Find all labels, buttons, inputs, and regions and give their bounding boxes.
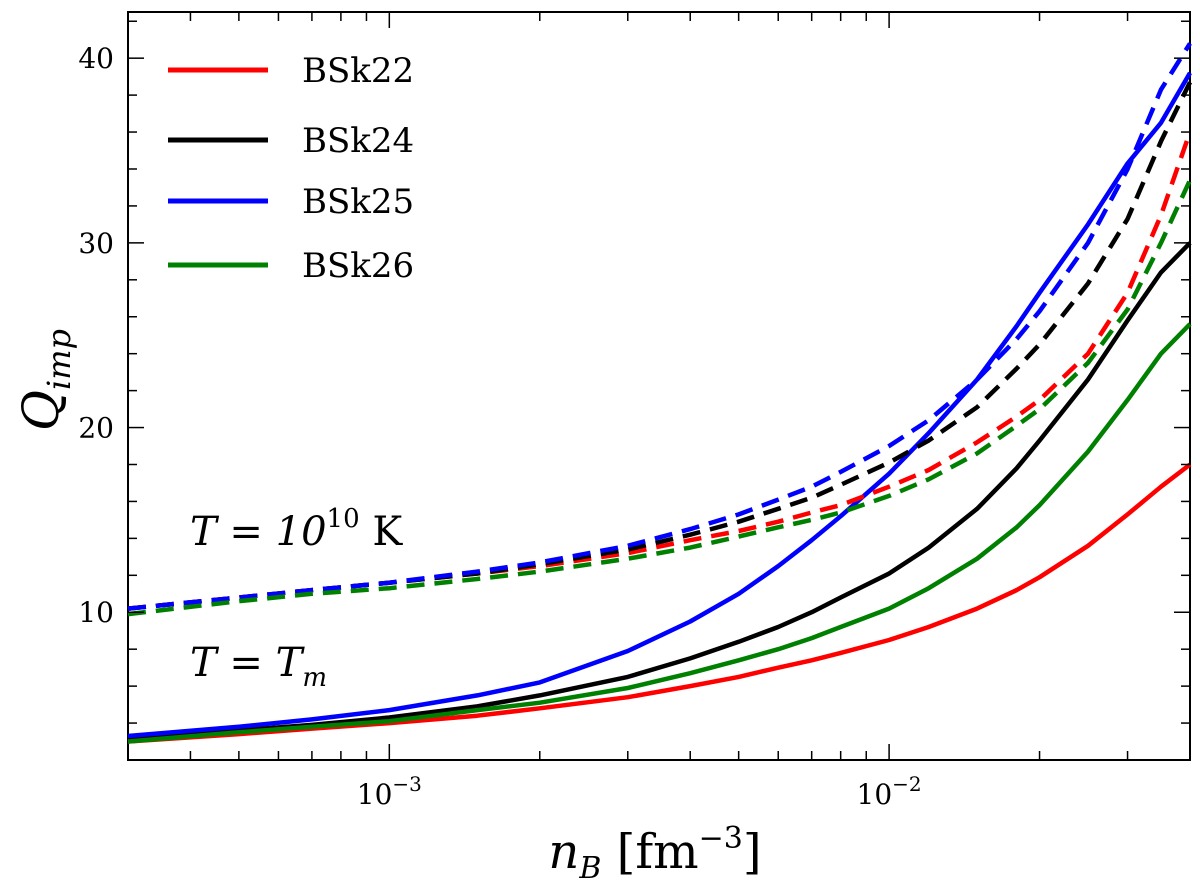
legend-label-bsk26: BSk26 [302, 246, 414, 286]
legend-label-bsk24: BSk24 [302, 121, 414, 161]
y-tick-labels: 10 20 30 40 [78, 42, 114, 629]
y-tick-label-30: 30 [78, 227, 114, 260]
series-line-bsk26-t-10-10-k-7 [127, 179, 1193, 617]
legend-label-bsk25: BSk25 [302, 182, 414, 222]
series-line-bsk22-0 [127, 462, 1192, 744]
legend-label-bsk22: BSk22 [302, 51, 414, 91]
x-tick-labels: 10−3 10−2 [357, 772, 922, 811]
x-tick-label-1e-3: 10−3 [357, 772, 422, 811]
axis-ticks [127, 12, 1191, 761]
x-axis-title: nB [fm−3] [548, 821, 761, 882]
series-lines [127, 42, 1193, 744]
x-tick-label-1e-2: 10−2 [857, 772, 922, 811]
series-line-bsk26-3 [127, 322, 1192, 744]
y-tick-label-40: 40 [78, 42, 114, 75]
annotation-hot-temperature: T = 1010 K [190, 504, 403, 555]
y-tick-label-10: 10 [78, 596, 114, 629]
annotation-melting-temperature: T = Tm [190, 640, 327, 693]
series-line-bsk24-1 [127, 241, 1192, 742]
plot-frame [127, 11, 1191, 761]
series-line-bsk25-2 [127, 71, 1192, 739]
plot-area-border [127, 11, 1191, 761]
y-tick-label-20: 20 [78, 412, 114, 445]
series-line-bsk25-t-10-10-k-6 [127, 42, 1192, 611]
legend: BSk22 BSk24 BSk25 BSk26 [168, 51, 414, 286]
y-axis-title: Qimp [12, 329, 78, 431]
